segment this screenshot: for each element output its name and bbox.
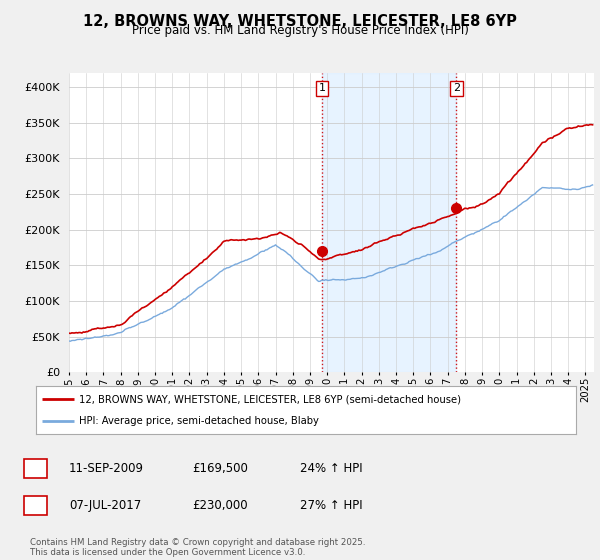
- Text: 1: 1: [319, 83, 325, 94]
- Text: Contains HM Land Registry data © Crown copyright and database right 2025.
This d: Contains HM Land Registry data © Crown c…: [30, 538, 365, 557]
- Bar: [322, 73, 456, 372]
- Text: £169,500: £169,500: [192, 462, 248, 475]
- Text: HPI: Average price, semi-detached house, Blaby: HPI: Average price, semi-detached house,…: [79, 416, 319, 426]
- Text: 12, BROWNS WAY, WHETSTONE, LEICESTER, LE8 6YP (semi-detached house): 12, BROWNS WAY, WHETSTONE, LEICESTER, LE…: [79, 394, 461, 404]
- Text: 11-SEP-2009: 11-SEP-2009: [69, 462, 144, 475]
- Text: 24% ↑ HPI: 24% ↑ HPI: [300, 462, 362, 475]
- Text: 07-JUL-2017: 07-JUL-2017: [69, 498, 141, 512]
- Text: 2: 2: [453, 83, 460, 94]
- Text: 27% ↑ HPI: 27% ↑ HPI: [300, 498, 362, 512]
- Text: £230,000: £230,000: [192, 498, 248, 512]
- Text: 12, BROWNS WAY, WHETSTONE, LEICESTER, LE8 6YP: 12, BROWNS WAY, WHETSTONE, LEICESTER, LE…: [83, 14, 517, 29]
- Text: 2: 2: [32, 498, 39, 512]
- Text: Price paid vs. HM Land Registry's House Price Index (HPI): Price paid vs. HM Land Registry's House …: [131, 24, 469, 37]
- Text: 1: 1: [32, 462, 39, 475]
